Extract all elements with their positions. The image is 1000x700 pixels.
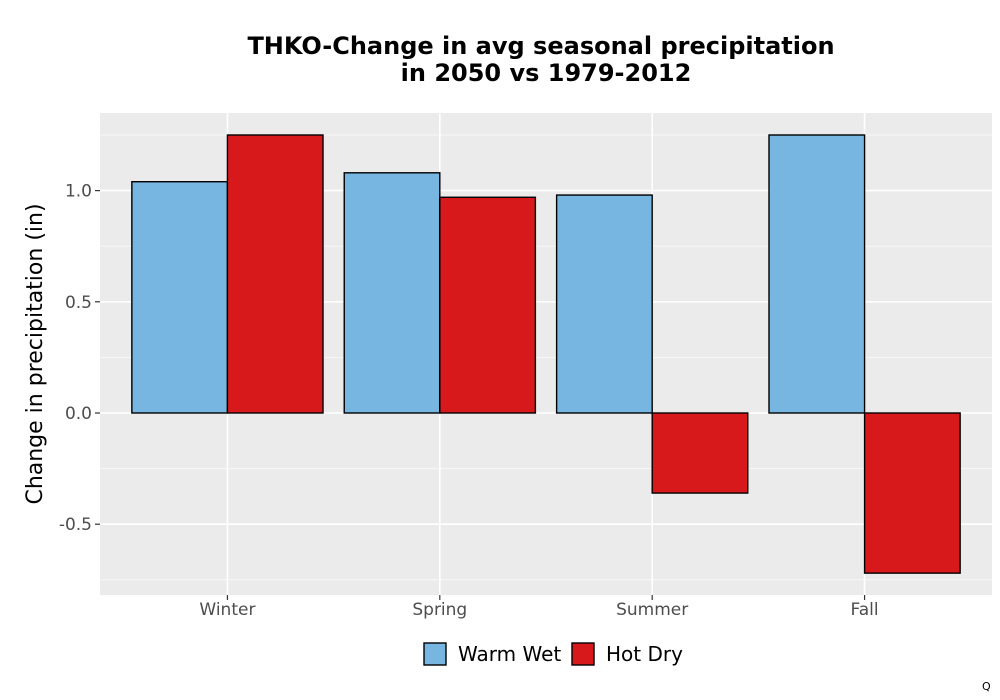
bar-warm-wet-winter: [131, 181, 229, 414]
bar-warm-wet-summer: [555, 194, 653, 414]
y-tick-label: 0.5: [65, 293, 92, 313]
x-axis: Winter Spring Summer Fall: [199, 595, 879, 620]
legend-label-hot-dry: Hot Dry: [606, 642, 683, 666]
legend-label-warm-wet: Warm Wet: [458, 642, 561, 666]
bar-warm-wet-fall: [768, 134, 866, 414]
y-tick-label: 0.0: [65, 404, 92, 424]
bars: [131, 134, 961, 574]
y-tick-label: -0.5: [59, 515, 92, 535]
legend-key-hot-dry: [571, 642, 595, 666]
y-tick-label: 1.0: [65, 182, 92, 202]
x-tick-label: Summer: [616, 600, 688, 620]
legend: Warm Wet Hot Dry: [423, 642, 683, 666]
chart-title-line1: THKO-Change in avg seasonal precipitatio…: [247, 32, 834, 60]
y-axis: -0.5 0.0 0.5 1.0: [59, 182, 100, 535]
bar-hot-dry-summer: [651, 412, 749, 494]
y-axis-label: Change in precipitation (in): [23, 203, 48, 504]
x-tick-label: Winter: [199, 600, 255, 620]
corner-mark: Q: [982, 680, 991, 693]
bar-hot-dry-fall: [863, 412, 961, 574]
bar-hot-dry-winter: [226, 134, 324, 414]
bar-warm-wet-spring: [343, 172, 441, 414]
chart-title-line2: in 2050 vs 1979-2012: [401, 59, 692, 87]
x-tick-label: Fall: [851, 600, 879, 620]
bar-hot-dry-spring: [439, 196, 537, 414]
legend-key-warm-wet: [423, 642, 447, 666]
x-tick-label: Spring: [412, 600, 467, 620]
